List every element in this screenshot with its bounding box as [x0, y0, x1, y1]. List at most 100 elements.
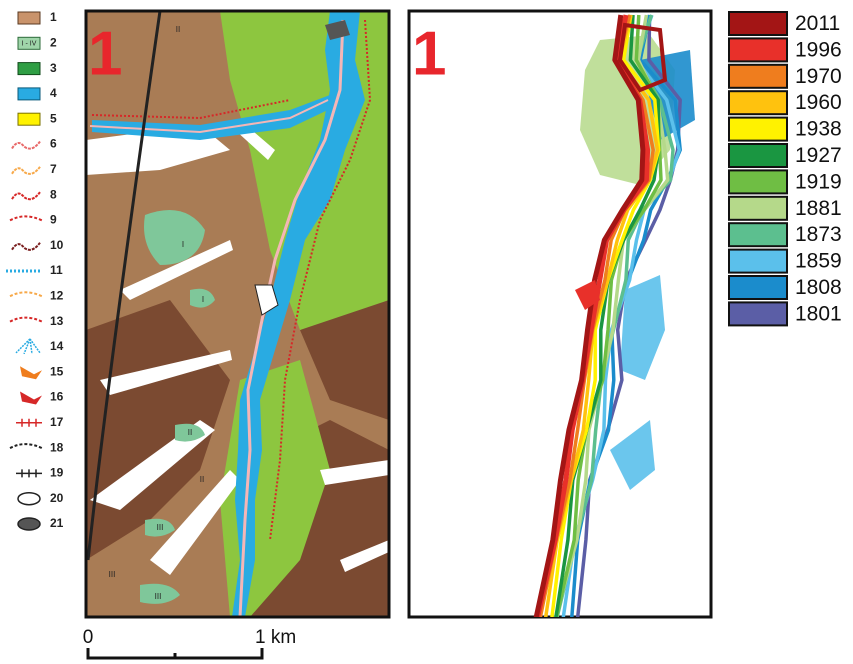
legend-item: 7: [12, 162, 57, 176]
legend-swatch: [10, 318, 42, 322]
legend-swatch: [16, 469, 42, 477]
legend-item: 13: [10, 314, 64, 328]
year-swatch: [729, 144, 787, 167]
year-swatch: [729, 276, 787, 299]
legend-swatch: [18, 493, 40, 505]
year-label: 1919: [795, 170, 842, 193]
legend-number: 15: [50, 364, 64, 378]
map-label: III: [157, 523, 164, 532]
legend-item: 6: [12, 137, 57, 151]
year-swatch: [729, 197, 787, 220]
year-label: 1808: [795, 276, 842, 299]
year-label: 1801: [795, 302, 842, 325]
legend-swatch: [18, 12, 40, 24]
legend-item: 12: [10, 288, 64, 302]
legend-swatch: [18, 63, 40, 75]
map-label: III: [109, 570, 116, 579]
year-swatch: [729, 38, 787, 61]
year-label: 1881: [795, 197, 842, 220]
legend-number: 18: [50, 440, 64, 454]
scale-end: 1 km: [255, 627, 296, 648]
legend-number: 7: [50, 162, 57, 176]
legend-item: 10: [12, 238, 64, 252]
map-label: I: [182, 240, 184, 249]
legend-item: I - IV 2: [18, 35, 57, 49]
legend-swatch-label: I - IV: [22, 41, 37, 48]
legend-item: 3: [18, 61, 57, 75]
legend-number: 2: [50, 35, 57, 49]
legend-number: 12: [50, 288, 64, 302]
legend-swatch: [20, 392, 42, 405]
map-label: II: [176, 25, 180, 34]
year-label: 1927: [795, 144, 842, 167]
year-label: 1996: [795, 38, 842, 61]
legend-item: 4: [18, 86, 57, 100]
year-swatch: [729, 12, 787, 35]
legend-number: 17: [50, 415, 64, 429]
legend-item: 1: [18, 10, 57, 24]
year-swatch: [729, 170, 787, 193]
legend-swatch: [12, 192, 40, 199]
geomorphic-map: [86, 11, 389, 617]
legend-item: 17: [16, 415, 64, 429]
legend-number: 1: [50, 10, 57, 24]
legend-number: 13: [50, 314, 64, 328]
scale-start: 0: [83, 627, 94, 648]
legend-swatch: [18, 88, 40, 100]
legend-swatch: [10, 444, 42, 448]
legend-item: 16: [20, 390, 64, 405]
year-label: 1873: [795, 223, 842, 246]
legend-number: 16: [50, 390, 64, 404]
legend-swatch: [10, 292, 42, 296]
legend-swatch: [12, 167, 40, 174]
year-label: 1970: [795, 65, 842, 88]
legend-item: 14: [16, 339, 64, 354]
year-swatch: [729, 65, 787, 88]
legend-swatch: [10, 216, 42, 220]
legend-swatch: [18, 113, 40, 125]
legend-swatch: [16, 419, 42, 427]
map-label: II: [188, 428, 192, 437]
panel-label: 1: [88, 19, 122, 88]
legend-item: 11: [6, 263, 63, 277]
legend-number: 19: [50, 466, 64, 480]
legend-swatch: [16, 339, 40, 354]
year-label: 2011: [795, 12, 840, 35]
year-label: 1960: [795, 91, 842, 114]
legend-item: 15: [20, 364, 64, 379]
legend-number: 4: [50, 86, 57, 100]
legend-swatch: [12, 243, 40, 250]
legend-number: 9: [50, 213, 57, 227]
legend-item: 8: [12, 187, 57, 201]
map-label: II: [200, 475, 204, 484]
legend-item: 21: [18, 516, 64, 530]
legend-number: 3: [50, 61, 57, 75]
panel-label: 1: [412, 19, 446, 88]
legend-swatch: [18, 518, 40, 530]
legend-number: 5: [50, 111, 57, 125]
legend-number: 11: [50, 263, 63, 277]
legend-number: 8: [50, 187, 57, 201]
map-label: I: [202, 295, 204, 304]
year-swatch: [729, 91, 787, 114]
legend-item: 18: [10, 440, 64, 454]
legend-number: 14: [50, 339, 64, 353]
year-swatch: [729, 302, 787, 325]
scale-bar: [88, 648, 262, 658]
year-label: 1859: [795, 250, 842, 273]
legend-swatch: [12, 142, 40, 149]
map-label: III: [155, 592, 162, 601]
legend-item: 19: [16, 466, 64, 480]
legend-item: 9: [10, 213, 57, 227]
year-swatch: [729, 250, 787, 273]
year-label: 1938: [795, 118, 842, 141]
year-swatch: [729, 118, 787, 141]
legend-number: 20: [50, 491, 64, 505]
year-swatch: [729, 223, 787, 246]
legend-number: 21: [50, 516, 64, 530]
legend-number: 6: [50, 137, 57, 151]
legend-swatch: [20, 366, 42, 379]
legend-item: 5: [18, 111, 57, 125]
legend-item: 20: [18, 491, 64, 505]
legend-number: 10: [50, 238, 64, 252]
